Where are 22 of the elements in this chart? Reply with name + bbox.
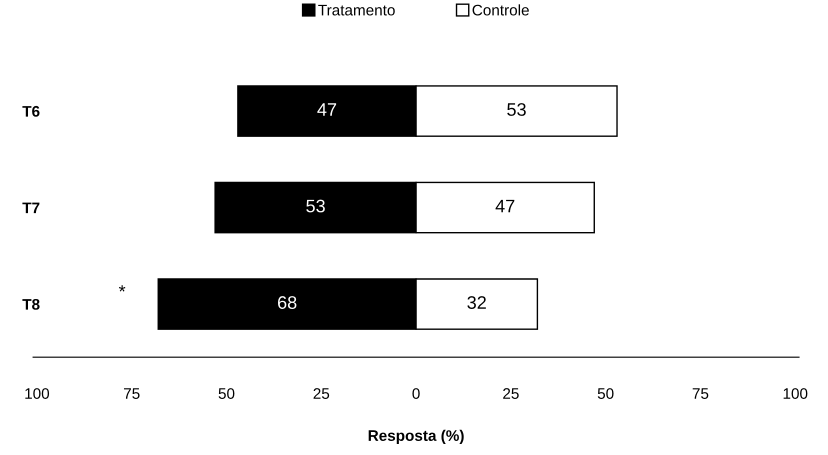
data-label: 47 xyxy=(496,200,514,212)
x-tick-label: 25 xyxy=(314,388,330,399)
y-tick-label: T6 xyxy=(22,106,40,117)
annotation: * xyxy=(118,285,126,292)
x-tick-label: 75 xyxy=(124,388,140,399)
x-axis-title: Resposta (%) xyxy=(368,430,464,444)
data-label: 32 xyxy=(467,296,486,309)
y-tick-label: T8 xyxy=(22,298,40,310)
x-tick-label: 75 xyxy=(692,388,708,399)
legend-label: Controle xyxy=(472,4,529,16)
data-label: 53 xyxy=(507,103,526,116)
data-label: 47 xyxy=(317,103,336,116)
data-label: 53 xyxy=(306,200,325,212)
x-tick-label: 0 xyxy=(412,388,420,399)
legend-label: Tratamento xyxy=(318,4,395,16)
x-tick-label: 25 xyxy=(503,388,519,399)
x-tick-label: 100 xyxy=(784,388,808,399)
x-tick-label: 50 xyxy=(218,388,234,399)
data-label: 68 xyxy=(278,296,296,309)
x-tick-label: 100 xyxy=(25,388,50,399)
x-tick-label: 50 xyxy=(598,388,614,399)
y-tick-label: T7 xyxy=(22,202,40,214)
